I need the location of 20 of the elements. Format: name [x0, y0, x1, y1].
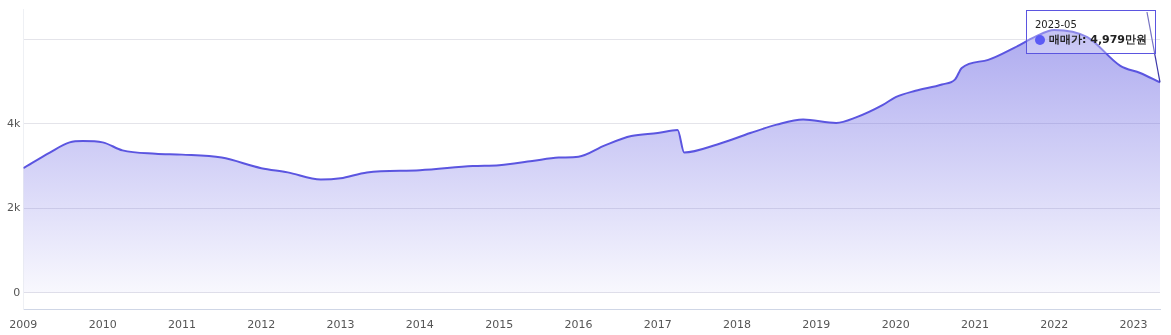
- x-tick-label: 2018: [723, 318, 752, 332]
- x-tick-label: 2017: [643, 318, 672, 332]
- y-tick-label: 2k: [6, 201, 21, 215]
- x-tick-label: 2012: [247, 318, 276, 332]
- x-tick-label: 2016: [564, 318, 593, 332]
- x-tick-label: 2013: [326, 318, 355, 332]
- x-tick-label: 2019: [802, 318, 831, 332]
- x-tick-label: 2022: [1040, 318, 1069, 332]
- annotation: 2023-05: [1035, 18, 1077, 32]
- x-tick-label: 2015: [485, 318, 514, 332]
- x-tick-label: 2021: [960, 318, 989, 332]
- y-tick-label: 0: [13, 285, 21, 299]
- x-tick-label: 2011: [167, 318, 196, 332]
- y-tick-label: 4k: [6, 116, 21, 130]
- x-tick-label: 2014: [405, 318, 434, 332]
- annotation: 매매가: 4,979만원: [1049, 32, 1148, 47]
- x-tick-label: 2009: [9, 318, 38, 332]
- x-tick-label: 2010: [88, 318, 117, 332]
- x-tick-label: 2020: [881, 318, 910, 332]
- x-tick-label: 2023: [1119, 318, 1148, 332]
